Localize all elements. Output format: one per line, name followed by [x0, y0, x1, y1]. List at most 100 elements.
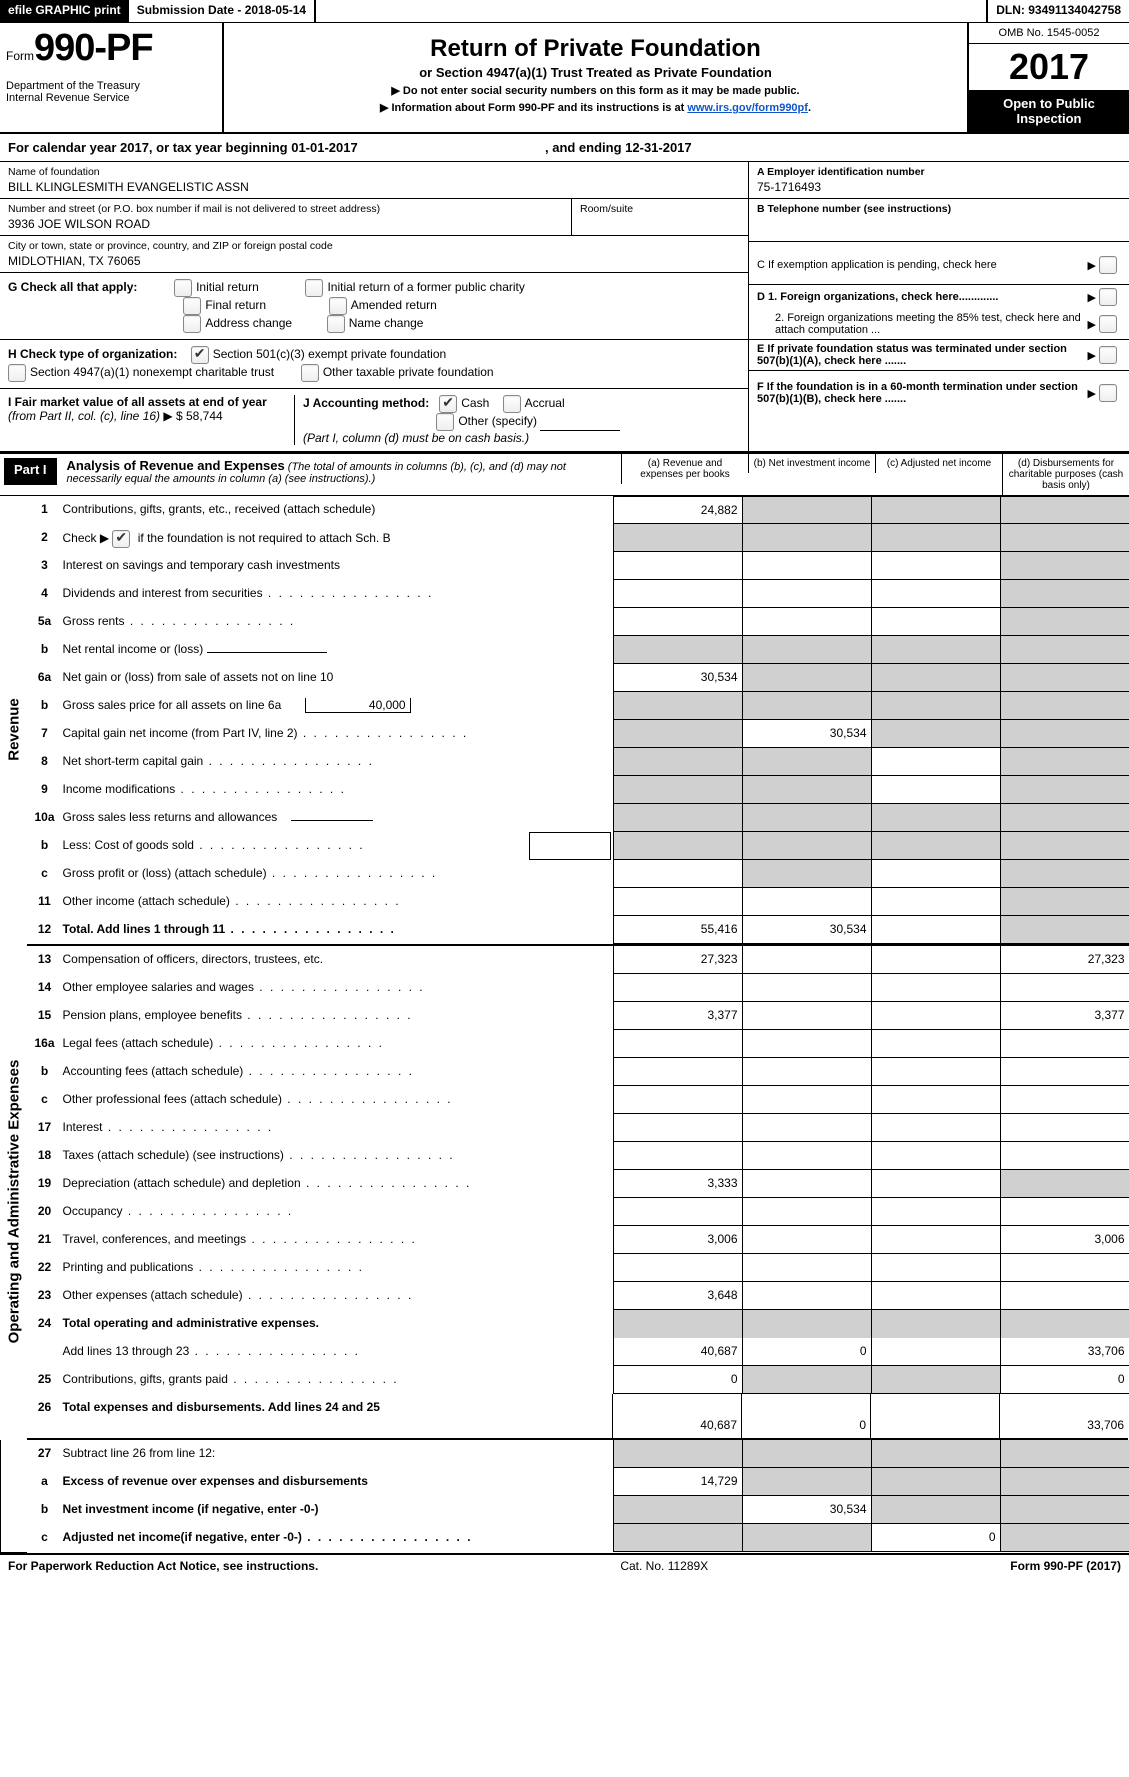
- phone-label: B Telephone number (see instructions): [757, 203, 951, 215]
- ln24-c: [871, 1338, 1000, 1366]
- ln27c-a: [613, 1524, 742, 1552]
- line-17: 17 Interest: [27, 1114, 1129, 1142]
- ln10a-c: [871, 804, 1000, 832]
- line-6b: b Gross sales price for all assets on li…: [27, 692, 1129, 720]
- cb-final-return[interactable]: [183, 297, 201, 315]
- top-bar: efile GRAPHIC print Submission Date - 20…: [0, 0, 1129, 23]
- ln6a-d: [1000, 664, 1129, 692]
- ln7-d: [1000, 720, 1129, 748]
- street-cell: Number and street (or P.O. box number if…: [0, 199, 572, 235]
- c-cell: C If exemption application is pending, c…: [749, 242, 1129, 285]
- efile-print-button[interactable]: efile GRAPHIC print: [0, 0, 129, 22]
- ln24-d-blank: [1000, 1310, 1129, 1338]
- ln18-d: [1000, 1142, 1129, 1170]
- page-footer: For Paperwork Reduction Act Notice, see …: [0, 1553, 1129, 1577]
- line-27b: b Net investment income (if negative, en…: [27, 1496, 1129, 1524]
- ln26-num: 26: [27, 1394, 63, 1438]
- ln12-desc: Total. Add lines 1 through 11: [63, 916, 613, 944]
- ln16b-desc: Accounting fees (attach schedule): [63, 1058, 613, 1086]
- cb-exemption-pending[interactable]: [1099, 256, 1117, 274]
- ln23-a: 3,648: [613, 1282, 742, 1310]
- line-8: 8 Net short-term capital gain: [27, 748, 1129, 776]
- ln24-desc2: Add lines 13 through 23: [63, 1338, 613, 1366]
- cb-amended[interactable]: [329, 297, 347, 315]
- ln21-a: 3,006: [613, 1226, 742, 1254]
- ein-cell: A Employer identification number 75-1716…: [749, 162, 1129, 199]
- ln3-b: [742, 552, 871, 580]
- cb-accrual[interactable]: [503, 395, 521, 413]
- cb-other-taxable[interactable]: [301, 364, 319, 382]
- cb-address-change[interactable]: [183, 315, 201, 333]
- ln10a-num: 10a: [27, 804, 63, 832]
- form-header: Form990-PF Department of the Treasury In…: [0, 23, 1129, 134]
- opt-cash: Cash: [461, 396, 489, 410]
- opt-address-change: Address change: [205, 316, 292, 330]
- cb-60month[interactable]: [1099, 384, 1117, 402]
- header-left: Form990-PF Department of the Treasury In…: [0, 23, 224, 132]
- ln10c-a: [613, 860, 742, 888]
- d-cell: D 1. Foreign organizations, check here..…: [749, 285, 1129, 340]
- cb-name-change[interactable]: [327, 315, 345, 333]
- ln24-a: 40,687: [613, 1338, 742, 1366]
- ln25-desc: Contributions, gifts, grants paid: [63, 1366, 613, 1394]
- ln24-d: 33,706: [1000, 1338, 1129, 1366]
- ln6b-a: [613, 692, 742, 720]
- room-label: Room/suite: [580, 203, 740, 215]
- line-2: 2 Check ▶ if the foundation is not requi…: [27, 524, 1129, 552]
- cb-initial-return[interactable]: [174, 279, 192, 297]
- ln16b-num: b: [27, 1058, 63, 1086]
- ln2-c: [871, 524, 1000, 552]
- ln27b-d: [1000, 1496, 1129, 1524]
- ln5b-c: [871, 636, 1000, 664]
- ln27-c: [871, 1440, 1000, 1468]
- ln1-b: [742, 496, 871, 524]
- cb-cash[interactable]: [439, 395, 457, 413]
- footer-catno: Cat. No. 11289X: [620, 1559, 708, 1573]
- ln15-a: 3,377: [613, 1002, 742, 1030]
- ln11-c: [871, 888, 1000, 916]
- ln13-num: 13: [27, 946, 63, 974]
- other-specify-input[interactable]: [540, 416, 620, 431]
- ln9-b: [742, 776, 871, 804]
- ln27-desc: Subtract line 26 from line 12:: [63, 1440, 613, 1468]
- cb-status-terminated[interactable]: [1099, 346, 1117, 364]
- ln5b-a: [613, 636, 742, 664]
- cb-4947a1[interactable]: [8, 364, 26, 382]
- ln16b-b: [742, 1058, 871, 1086]
- ln10b-c: [871, 832, 1000, 860]
- irs-link[interactable]: www.irs.gov/form990pf: [687, 102, 808, 114]
- cb-other-method[interactable]: [436, 413, 454, 431]
- f-label: F If the foundation is in a 60-month ter…: [757, 381, 1078, 405]
- line-13: 13 Compensation of officers, directors, …: [27, 946, 1129, 974]
- cb-501c3[interactable]: [191, 346, 209, 364]
- ln6b-num: b: [27, 692, 63, 720]
- cb-initial-former[interactable]: [305, 279, 323, 297]
- ln3-a: [613, 552, 742, 580]
- ln14-a: [613, 974, 742, 1002]
- line-11: 11 Other income (attach schedule): [27, 888, 1129, 916]
- ln21-d: 3,006: [1000, 1226, 1129, 1254]
- ln27a-d: [1000, 1468, 1129, 1496]
- ln8-b: [742, 748, 871, 776]
- ln7-a: [613, 720, 742, 748]
- ln25-a: 0: [613, 1366, 742, 1394]
- ln5a-c: [871, 608, 1000, 636]
- cb-foreign-org[interactable]: [1099, 288, 1117, 306]
- section-g: G Check all that apply: Initial return I…: [0, 273, 748, 340]
- h-label: H Check type of organization:: [8, 347, 177, 361]
- d2-label: 2. Foreign organizations meeting the 85%…: [757, 312, 1087, 336]
- ln27b-a: [613, 1496, 742, 1524]
- line-10c: c Gross profit or (loss) (attach schedul…: [27, 860, 1129, 888]
- ln26-c: [870, 1394, 999, 1438]
- ln11-num: 11: [27, 888, 63, 916]
- cb-85pct-test[interactable]: [1099, 315, 1117, 333]
- city-value: MIDLOTHIAN, TX 76065: [8, 254, 740, 268]
- cb-sch-b-not-required[interactable]: [112, 530, 130, 548]
- ln16a-desc: Legal fees (attach schedule): [63, 1030, 613, 1058]
- ln16a-c: [871, 1030, 1000, 1058]
- ln2-a: [613, 524, 742, 552]
- ln10c-b: [742, 860, 871, 888]
- ln4-a: [613, 580, 742, 608]
- ln11-a: [613, 888, 742, 916]
- ln16a-num: 16a: [27, 1030, 63, 1058]
